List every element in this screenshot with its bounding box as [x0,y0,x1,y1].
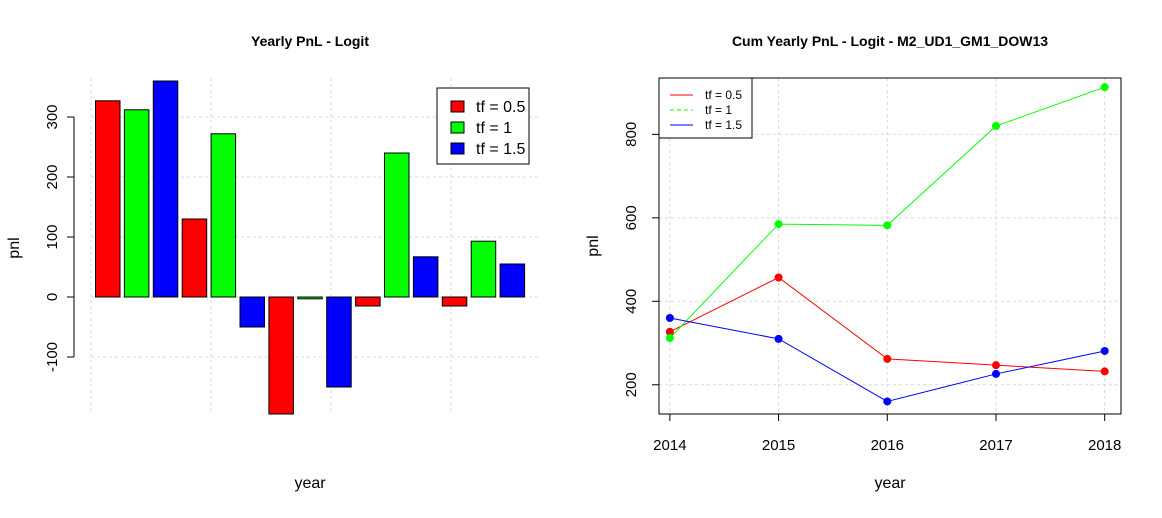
bar [210,133,237,298]
data-point [774,220,783,229]
data-point [1100,367,1109,376]
line-x-tick-label: 2018 [1088,437,1121,454]
line-chart: Cum Yearly PnL - Logit - M2_UD1_GM1_DOW1… [585,33,1122,492]
line-legend-box [658,77,753,139]
bar [326,296,352,388]
bar [412,256,439,298]
line-chart-xlabel: year [874,475,906,492]
bar-chart-legend: tf = 0.5 tf = 1 tf = 1.5 [436,87,530,165]
bar-y-tick-label: 200 [44,164,61,189]
data-point [883,354,892,363]
bar [239,296,265,328]
data-point [1100,83,1109,92]
line-chart-axes: 2014 2015 2016 2017 2018 200 400 600 800 [623,122,1121,454]
data-point [774,273,783,282]
data-point [883,397,892,406]
bar-legend-label: tf = 1 [476,120,512,137]
line-chart-series [665,83,1109,406]
bar [355,296,381,307]
line-chart-ylabel: pnl [585,235,602,256]
data-point [991,361,1000,370]
bar-legend-swatch [450,142,465,155]
data-point [665,327,674,336]
data-point [774,334,783,343]
bar-legend-label: tf = 0.5 [476,99,525,116]
data-point [665,314,674,322]
bar [152,80,179,298]
bar-chart-xlabel: year [294,475,326,492]
line-y-tick-label: 200 [623,372,640,397]
bar-y-tick-label: -100 [44,342,61,372]
line-x-tick-label: 2016 [871,437,904,454]
bar-legend-swatch [450,100,465,113]
bar [297,296,323,300]
line-x-tick-label: 2014 [653,437,686,454]
bar-chart-y-axis: -100 0 100 200 300 [44,104,75,372]
line-x-tick-label: 2017 [979,437,1012,454]
bar [441,296,468,307]
line-legend-label: tf = 1.5 [705,118,742,132]
bar [268,296,294,415]
line-chart-title: Cum Yearly PnL - Logit - M2_UD1_GM1_DOW1… [732,33,1048,49]
bar [181,218,208,298]
line-legend-label: tf = 1 [705,103,732,117]
data-point [665,334,674,343]
bar-chart-title: Yearly PnL - Logit [251,33,369,49]
line-chart-legend: tf = 0.5tf = 1tf = 1.5 [658,77,753,139]
bar-chart-ylabel: pnl [6,237,23,258]
bar-chart: Yearly PnL - Logit year pnl -100 0 100 200 3… [6,33,540,492]
data-point [991,122,1000,130]
line-y-tick-label: 600 [623,205,640,230]
line-chart-plot-box [658,77,1122,415]
line-y-tick-label: 800 [623,122,640,147]
data-point [1100,346,1109,355]
bar [384,152,410,298]
bar [470,240,497,298]
line-x-tick-label: 2015 [762,437,795,454]
bar [123,109,150,298]
bar-legend-swatch [450,121,465,134]
bar [499,263,526,298]
data-point [991,369,1000,378]
line-chart-grid [659,78,1121,414]
bar-y-tick-label: 300 [44,104,61,129]
bar-chart-bars [95,80,526,415]
data-point [883,221,892,230]
line-legend-label: tf = 0.5 [705,88,742,102]
bar-legend-label: tf = 1.5 [476,141,525,158]
bar [95,100,121,298]
bar-y-tick-label: 0 [44,293,61,301]
bar-y-tick-label: 100 [44,224,61,249]
line-y-tick-label: 400 [623,289,640,314]
